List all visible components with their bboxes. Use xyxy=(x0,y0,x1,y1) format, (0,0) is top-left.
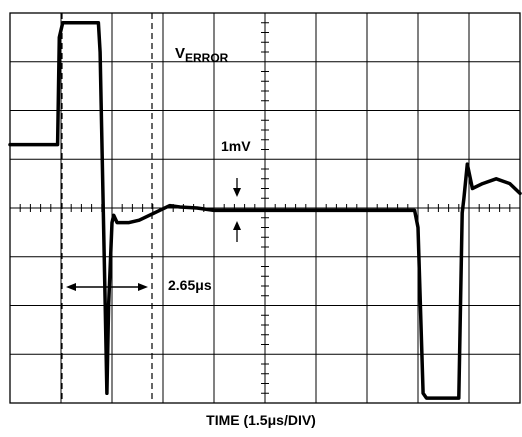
scale-arrow-up-icon xyxy=(233,221,241,230)
scale-arrow-down-icon xyxy=(233,188,241,197)
trace-label: VERROR xyxy=(175,45,229,65)
annotations: VERROR 1mV 2.65μs xyxy=(168,45,251,293)
trace-layer xyxy=(8,21,522,400)
interval-label: 2.65μs xyxy=(168,277,212,293)
trace-verror xyxy=(8,21,522,400)
trace-label-main: V xyxy=(175,45,185,62)
trace-label-sub: ERROR xyxy=(185,51,229,65)
time-cursors xyxy=(61,13,241,403)
graticule xyxy=(9,12,521,404)
interval-arrow-left-icon xyxy=(66,283,76,291)
interval-arrow-right-icon xyxy=(138,283,148,291)
scale-label: 1mV xyxy=(221,138,251,154)
x-axis-label: TIME (1.5μs/DIV) xyxy=(206,412,316,428)
